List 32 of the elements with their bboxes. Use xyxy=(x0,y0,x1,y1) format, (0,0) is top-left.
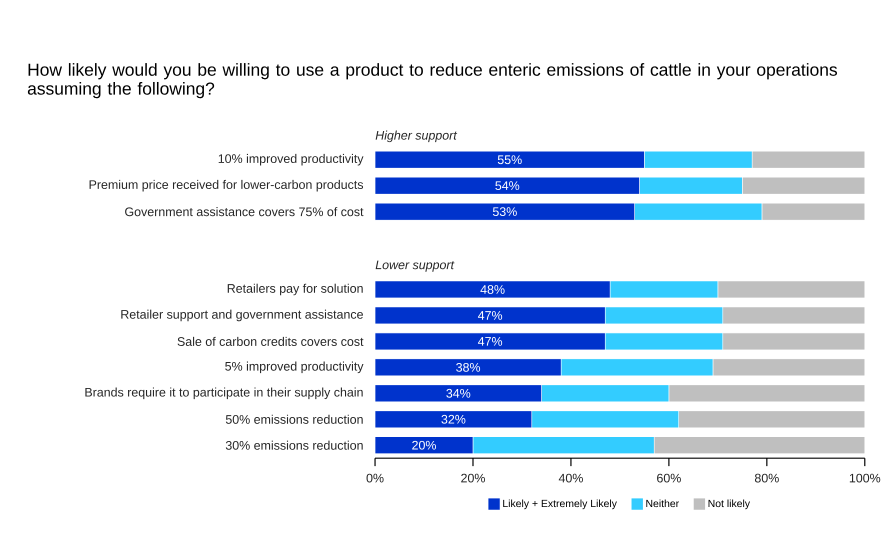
y-tick-label: Premium price received for lower-carbon products xyxy=(90,180,364,192)
data-label: 54% xyxy=(495,181,520,190)
data-label: 47% xyxy=(478,311,502,320)
y-tick-label: Sale of carbon credits covers cost xyxy=(178,336,364,346)
y-tick-label: Retailers pay for solution xyxy=(228,284,363,296)
annotation: Lower support xyxy=(376,260,454,272)
x-tick-label: 40% xyxy=(558,474,583,482)
data-label: 32% xyxy=(441,414,466,424)
x-tick-label: 0% xyxy=(366,474,384,482)
legend-label: Likely + Extremely Likely xyxy=(503,499,617,510)
data-label: 53% xyxy=(492,207,517,216)
legend-label: Not likely xyxy=(708,499,750,510)
y-tick-label: 10% improved productivity xyxy=(218,154,364,166)
y-tick-label: Government assistance covers 75% of cost xyxy=(125,207,364,216)
data-label: 55% xyxy=(498,155,522,164)
legend-label: Neither xyxy=(646,499,679,508)
y-tick-label: 50% emissions reduction xyxy=(226,414,363,424)
y-tick-label: Brands require it to participate in their supply chain xyxy=(85,388,363,400)
x-tick-label: 20% xyxy=(461,474,485,482)
data-label: 38% xyxy=(456,362,480,372)
x-tick-label: 100% xyxy=(850,474,880,482)
x-tick-label: 80% xyxy=(754,474,779,482)
data-label: 20% xyxy=(412,440,436,450)
y-tick-label: 30% emissions reduction xyxy=(226,440,363,450)
text: Higher support xyxy=(376,130,458,142)
x-tick-label: 60% xyxy=(657,474,681,482)
data-label: 47% xyxy=(478,337,502,346)
chart-title: How likely would you be willing to use a product to reduce enteric emissions of cattle in your operations assuming the following? xyxy=(28,63,838,98)
data-label: 48% xyxy=(480,285,505,294)
y-tick-label: Retailer support and government assistance xyxy=(121,310,363,322)
y-tick-label: 5% improved productivity xyxy=(225,362,364,374)
data-label: 34% xyxy=(446,388,470,398)
